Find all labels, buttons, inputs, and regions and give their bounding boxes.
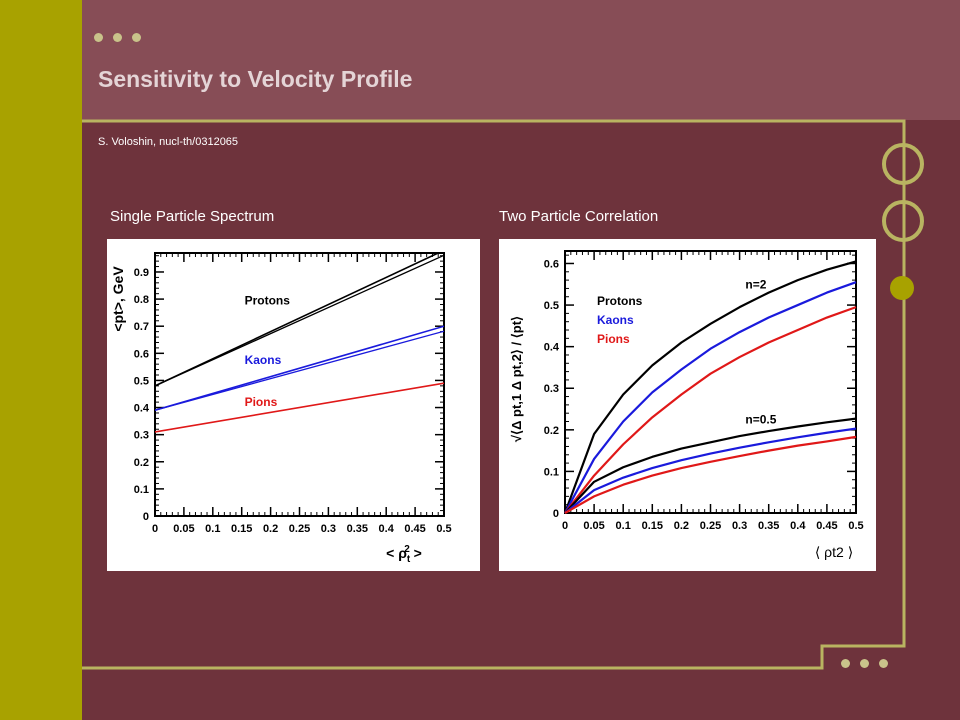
chart1-x-tick-label: 0.35: [347, 523, 368, 535]
decor-dot: [113, 33, 122, 42]
chart2-series-protons-n2: [563, 260, 857, 514]
chart2-annotation: n=0.5: [745, 413, 776, 427]
decor-dot: [132, 33, 141, 42]
chart2-legend-protons: Protons: [597, 294, 643, 308]
chart2-x-tick-label: 0: [562, 520, 568, 532]
two-particle-chart: 0 0.05 0.1 0.15 0.2 0.25 0.3 0.35 0.4 0.45 0.5 0 0.1…: [509, 250, 864, 560]
chart2-x-tick-label: 0.3: [732, 520, 747, 532]
chart1-legend-protons: Protons: [245, 294, 291, 308]
chart2-y-tick-label: 0.5: [544, 300, 559, 312]
chart1-xlabel-text: < ρ: [386, 545, 407, 561]
chart2-legend-pions: Pions: [597, 332, 630, 346]
chart1-plot-frame: [154, 252, 445, 517]
chart1-y-tick-label: 0.4: [134, 403, 150, 415]
chart1-panel: 0 0.05 0.1 0.15 0.2 0.25 0.3 0.35 0.4 0.45 0.5 0 0.1…: [107, 239, 480, 571]
chart1-series-pions: [155, 382, 444, 433]
slide-title: Sensitivity to Velocity Profile: [98, 66, 413, 92]
chart1-y-tick-label: 0.1: [134, 484, 149, 496]
chart1-x-tick-label: 0.05: [173, 523, 194, 535]
chart2-y-axis-label: √⟨Δ pt,1 Δ pt,2⟩ / ⟨pt⟩: [509, 316, 524, 442]
chart1-x-tick-label: 0: [152, 523, 158, 535]
chart1-clip-rect: [155, 253, 444, 516]
chart2-caption: Two Particle Correlation: [499, 208, 659, 225]
chart1-series-kaons-band: [155, 330, 444, 411]
chart2-x-tick-label: 0.45: [816, 520, 837, 532]
chart1-y-tick-label: 0.5: [134, 375, 149, 387]
frame-border: [82, 119, 906, 670]
chart1-y-tick-label: 0.9: [134, 267, 149, 279]
chart1-x-tick-label: 0.1: [205, 523, 220, 535]
chart2-x-tick-label: 0.4: [790, 520, 806, 532]
chart1-y-axis-label: <pt>, GeV: [110, 266, 126, 332]
chart1-series-protons-band: [155, 254, 444, 387]
chart1-y-tick-label: 0: [143, 511, 149, 523]
chart1-xlabel-sub: t: [407, 554, 411, 565]
chart2-x-tick-label: 0.2: [674, 520, 689, 532]
ring-ornament: [882, 143, 924, 185]
single-particle-chart: 0 0.05 0.1 0.15 0.2 0.25 0.3 0.35 0.4 0.45 0.5 0 0.1…: [110, 252, 452, 565]
chart1-x-tick-label: 0.3: [321, 523, 336, 535]
chart2-annotation: n=2: [745, 277, 766, 291]
filled-circle-ornament: [890, 276, 914, 300]
chart2-legend-kaons: Kaons: [597, 313, 634, 327]
chart2-x-tick-label: 0.15: [642, 520, 663, 532]
chart2-series-kaons-n2: [564, 281, 857, 514]
chart2-series-kaons-n05: [564, 427, 857, 514]
chart2-x-tick-label: 0.35: [758, 520, 779, 532]
chart1-series-kaons: [155, 325, 444, 412]
chart2-series-protons-n05: [564, 417, 857, 514]
chart2-y-tick-label: 0.4: [544, 342, 560, 354]
header-band: [82, 0, 960, 120]
chart1-y-tick-label: 0.6: [134, 348, 149, 360]
chart1-y-tick-label: 0.2: [134, 457, 149, 469]
chart2-y-tick-label: 0: [553, 508, 559, 520]
chart2-y-tick-label: 0.6: [544, 258, 559, 270]
decor-dot: [94, 33, 103, 42]
chart2-x-tick-label: 0.25: [700, 520, 721, 532]
chart2-series-pions-n05: [564, 435, 857, 514]
chart1-x-tick-label: 0.15: [231, 523, 252, 535]
chart2-series-pions-n2: [564, 306, 857, 514]
chart2-x-tick-label: 0.05: [583, 520, 604, 532]
chart1-x-tick-label: 0.2: [263, 523, 278, 535]
chart1-xlabel-close: >: [410, 545, 422, 561]
chart2-y-tick-label: 0.1: [544, 466, 559, 478]
ring-ornament: [882, 200, 924, 242]
chart1-x-tick-label: 0.45: [404, 523, 425, 535]
chart1-y-tick-label: 0.7: [134, 321, 149, 333]
chart1-caption: Single Particle Spectrum: [110, 208, 275, 225]
chart1-legend-pions: Pions: [245, 395, 278, 409]
chart2-x-axis-label: ⟨ ρt2 ⟩: [815, 544, 853, 560]
chart1-x-tick-label: 0.4: [379, 523, 395, 535]
chart2-panel: 0 0.05 0.1 0.15 0.2 0.25 0.3 0.35 0.4 0.45 0.5 0 0.1…: [499, 239, 876, 571]
chart2-x-tick-label: 0.1: [616, 520, 631, 532]
chart1-legend-kaons: Kaons: [245, 353, 282, 367]
chart2-x-tick-label: 0.5: [848, 520, 863, 532]
decor-dot: [879, 659, 888, 668]
chart2-y-tick-label: 0.2: [544, 425, 559, 437]
chart1-x-axis-label: < ρt2 >: [386, 544, 422, 565]
chart1-x-tick-label: 0.25: [289, 523, 310, 535]
chart1-y-tick-label: 0.8: [134, 294, 149, 306]
chart1-xlabel-sup: 2: [404, 544, 410, 555]
chart1-series-protons: [155, 253, 441, 387]
decor-dot: [841, 659, 850, 668]
chart2-y-tick-label: 0.3: [544, 383, 559, 395]
chart1-y-tick-label: 0.3: [134, 430, 149, 442]
accent-sidebar-bar: [0, 0, 82, 720]
chart1-x-tick-label: 0.5: [436, 523, 451, 535]
citation-text: S. Voloshin, nucl-th/0312065: [98, 136, 239, 148]
decor-dot: [860, 659, 869, 668]
